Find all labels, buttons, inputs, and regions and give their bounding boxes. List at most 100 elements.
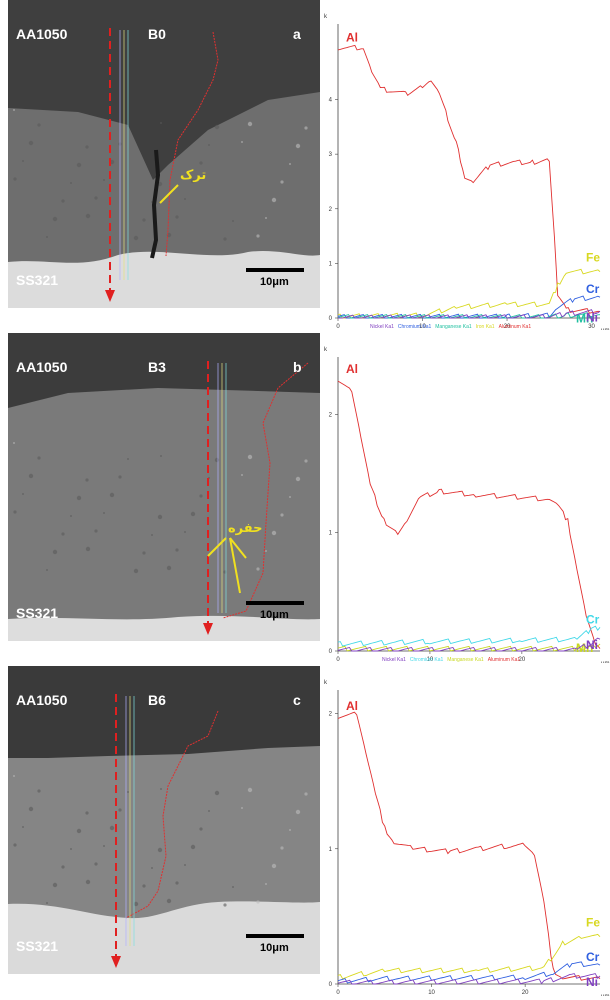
texture-speck	[190, 511, 196, 517]
sem-image: حفره	[8, 333, 320, 641]
al-profile-overlay	[125, 710, 219, 919]
x-tick-label: 10	[428, 990, 435, 996]
texture-speck	[271, 863, 277, 869]
y-axis-label: k	[324, 680, 328, 686]
texture-speck	[52, 882, 58, 888]
texture-speck	[184, 531, 186, 533]
texture-speck	[247, 787, 253, 793]
texture-speck	[133, 901, 139, 907]
texture-speck	[157, 514, 163, 520]
texture-speck	[280, 180, 284, 184]
crack	[150, 149, 161, 259]
x-axis-label: μm	[601, 994, 609, 996]
texture-speck	[160, 455, 162, 457]
texture-speck	[289, 829, 291, 831]
texture-speck	[295, 143, 301, 149]
texture-speck	[118, 475, 122, 479]
legend-entry: Chromium Ka1	[409, 657, 444, 663]
texture-speck	[127, 791, 129, 793]
x-tick-label: 0	[336, 324, 340, 330]
y-tick-label: 2	[329, 712, 333, 718]
texture-speck	[13, 510, 17, 514]
texture-speck	[85, 213, 91, 219]
texture-speck	[13, 177, 17, 181]
series-label-cr: Cr	[586, 282, 600, 296]
texture-speck	[85, 145, 89, 149]
texture-speck	[142, 884, 146, 888]
series-label-fe: Fe	[586, 916, 600, 930]
texture-speck	[142, 218, 146, 222]
steel-region	[8, 901, 320, 974]
texture-speck	[265, 550, 267, 552]
texture-speck	[247, 121, 253, 127]
texture-speck	[61, 532, 65, 536]
series-label-mn: Mn	[576, 641, 593, 655]
texture-speck	[184, 198, 186, 200]
texture-speck	[133, 568, 139, 574]
series-line-fe	[337, 268, 601, 319]
texture-speck	[103, 845, 105, 847]
texture-speck	[175, 215, 179, 219]
x-tick-label: 10	[419, 324, 426, 330]
y-tick-label: 1	[329, 531, 333, 537]
x-tick-label: 20	[522, 990, 529, 996]
texture-speck	[175, 881, 179, 885]
sem-image	[8, 666, 320, 974]
x-axis-label: μm	[601, 661, 609, 663]
texture-speck	[13, 109, 15, 111]
texture-speck	[190, 844, 196, 850]
sem-micrograph: حفره AA1050 B3 b SS321 10μm	[8, 333, 320, 641]
y-tick-label: 4	[329, 98, 333, 104]
texture-speck	[103, 512, 105, 514]
texture-speck	[28, 140, 34, 146]
texture-speck	[160, 122, 162, 124]
scale-bar	[246, 601, 304, 605]
scale-bar-label: 10μm	[260, 942, 289, 954]
texture-speck	[52, 549, 58, 555]
sem-micrograph: AA1050 B6 c SS321 10μm	[8, 666, 320, 974]
texture-speck	[85, 478, 89, 482]
scan-arrow	[105, 290, 115, 302]
texture-speck	[265, 217, 267, 219]
y-tick-label: 1	[329, 261, 333, 267]
texture-speck	[46, 902, 48, 904]
texture-speck	[46, 569, 48, 571]
series-line-cr	[337, 961, 601, 984]
texture-speck	[208, 144, 210, 146]
series-line-ni	[337, 637, 601, 652]
sample-label: B6	[148, 692, 166, 708]
scale-bar-label: 10μm	[260, 609, 289, 621]
annotation-label: حفره	[228, 521, 263, 536]
series-line-ni	[337, 973, 601, 985]
series-label-cr: Cr	[586, 950, 600, 964]
texture-speck	[103, 179, 105, 181]
texture-speck	[22, 826, 24, 828]
texture-speck	[46, 236, 48, 238]
chart-legend: Nickel Ka1 Chromium Ka1 Manganese Ka1 Alumi…	[382, 657, 524, 663]
texture-speck	[190, 178, 196, 184]
texture-speck	[70, 848, 72, 850]
y-tick-label: 0	[329, 649, 333, 655]
texture-speck	[166, 565, 172, 571]
y-tick-label: 3	[329, 152, 333, 158]
x-axis-label: μm	[601, 328, 609, 330]
texture-speck	[289, 163, 291, 165]
steel-region	[8, 615, 320, 641]
texture-speck	[304, 459, 308, 463]
panel-a: ترک AA1050 B0 a SS321 10μm k μm 0 1 2 3 4 0 10 20 30 Al Fe…	[0, 0, 610, 330]
texture-speck	[166, 898, 172, 904]
y-axis-label: k	[324, 347, 328, 353]
texture-speck	[223, 903, 227, 907]
annotation-arrow	[229, 537, 247, 559]
series-line-al	[337, 711, 601, 981]
texture-speck	[76, 828, 82, 834]
aluminum-region	[8, 333, 320, 408]
legend-entry: Aluminum Ka1	[487, 657, 521, 663]
texture-speck	[85, 879, 91, 885]
texture-speck	[214, 457, 220, 463]
panel-letter: b	[293, 359, 302, 375]
annotation-arrow	[229, 537, 241, 594]
texture-speck	[295, 809, 301, 815]
